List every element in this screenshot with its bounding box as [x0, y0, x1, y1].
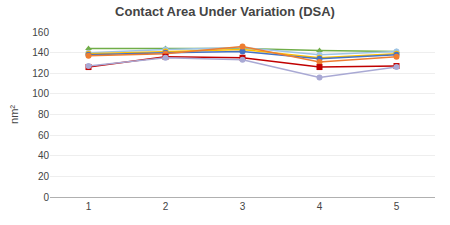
svg-text:100: 100: [32, 88, 49, 99]
svg-text:160: 160: [32, 27, 49, 38]
svg-text:Contact Area Under Variation (: Contact Area Under Variation (DSA): [115, 4, 335, 19]
svg-text:60: 60: [38, 130, 50, 141]
svg-text:4: 4: [317, 201, 323, 212]
svg-text:0: 0: [43, 192, 49, 203]
svg-text:nm²: nm²: [8, 105, 20, 124]
svg-text:20: 20: [38, 171, 50, 182]
svg-text:2: 2: [163, 201, 169, 212]
svg-text:80: 80: [38, 109, 50, 120]
svg-text:3: 3: [240, 201, 246, 212]
svg-text:5: 5: [394, 201, 400, 212]
svg-text:40: 40: [38, 150, 50, 161]
svg-text:120: 120: [32, 68, 49, 79]
svg-text:140: 140: [32, 47, 49, 58]
svg-text:1: 1: [86, 201, 92, 212]
